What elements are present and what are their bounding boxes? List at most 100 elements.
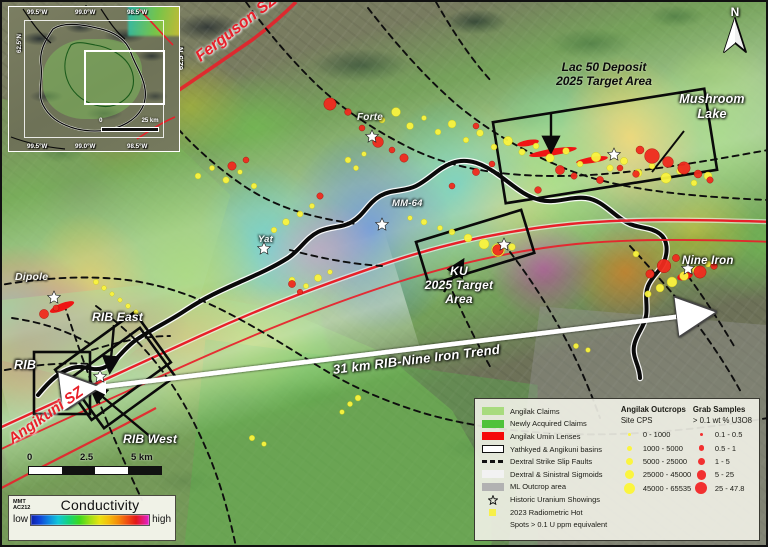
legend-outcrop-class: 45000 - 65535 — [621, 482, 691, 495]
scalebar-segment — [62, 467, 95, 474]
legend-grab-class: 0.5 - 1 — [693, 441, 752, 454]
legend-swatch-basins — [482, 445, 504, 454]
map-legend: Angilak Claims Newly Acquired Claims Ang… — [474, 398, 760, 541]
legend-label: 1000 - 5000 — [642, 443, 683, 453]
legend-swatch-sigmoids — [482, 470, 504, 479]
label-rib-west: RIB West — [123, 432, 178, 446]
legend-label: 0.5 - 1 — [714, 443, 737, 453]
outcrop-dot-icon — [621, 457, 638, 465]
legend-swatch-dextral-faults — [482, 460, 504, 464]
scalebar-label-end: 5 km — [131, 452, 153, 463]
inset-scale-end: 25 km — [141, 117, 159, 124]
inset-coord-bottom-3: 98.5°W — [127, 143, 148, 150]
legend-label: 5 - 25 — [714, 470, 735, 480]
legend-label: 2023 Radiometric Hot — [510, 507, 583, 517]
grab-dot-icon — [693, 433, 710, 437]
label-dipole: Dipole — [15, 271, 49, 283]
legend-grab-class: 1 - 5 — [693, 455, 752, 468]
label-mushroom-lake: Mushroom Lake — [679, 92, 745, 121]
north-arrow-label: N — [730, 5, 740, 19]
inset-conductivity-patch — [128, 7, 179, 36]
legend-item-angilak-claims: Angilak Claims — [482, 405, 615, 418]
inset-coord-left: 62.5°N — [16, 34, 23, 53]
scalebar-segment — [29, 467, 62, 474]
legend-label: Historic Uranium Showings — [510, 494, 601, 504]
label-rib: RIB — [14, 358, 37, 372]
outcrop-dot-icon — [621, 470, 638, 480]
legend-grab-sample-column: Grab Samples > 0.1 wt % U3O8 0.1 - 0.5 0… — [693, 405, 752, 536]
legend-label: Angilak Umin Lenses — [510, 431, 581, 441]
legend-outcrops-subtitle: Site CPS — [620, 416, 653, 425]
legend-outcrop-class: 0 - 1000 — [621, 428, 687, 441]
legend-swatch-newly-acquired — [482, 419, 504, 428]
legend-label: 0.1 - 0.5 — [714, 430, 743, 440]
inset-coord-top-2: 99.0°W — [75, 9, 96, 16]
inset-vector-overlay — [10, 8, 176, 150]
scalebar-segment — [95, 467, 128, 474]
conductivity-legend-title: Conductivity — [60, 497, 140, 513]
scalebar-segment — [128, 467, 161, 474]
legend-item-basins: Yathkyed & Angikuni basins — [482, 443, 615, 456]
inset-overview-map: 0 25 km 99.5°W 99.0°W 98.5°W 99.5°W 99.0… — [8, 6, 180, 152]
inset-detail-extent-box — [83, 50, 166, 105]
legend-swatch-angilak-claims — [482, 407, 504, 416]
scale-bar — [28, 466, 162, 475]
inset-coord-bottom-2: 99.0°W — [75, 143, 96, 150]
legend-label: Angilak Claims — [510, 406, 560, 416]
label-ku-target-area: KU 2025 Target Area — [424, 264, 494, 307]
legend-outcrop-class: 1000 - 5000 — [621, 441, 687, 454]
grab-dot-icon — [693, 457, 710, 466]
outcrop-dot-icon — [621, 445, 638, 451]
legend-label: 1 - 5 — [714, 456, 730, 466]
legend-grab-class: 0.1 - 0.5 — [693, 428, 752, 441]
inset-scale-bar — [100, 127, 159, 133]
legend-outcrop-class: 5000 - 25000 — [621, 455, 687, 468]
conductivity-low-label: low — [13, 514, 29, 526]
conductivity-high-label: high — [152, 514, 171, 526]
star-icon — [482, 495, 504, 506]
legend-item-uranium-showings: Historic Uranium Showings — [482, 493, 615, 506]
inset-coord-top-3: 98.5°W — [127, 9, 148, 16]
legend-outcrops-title: Angilak Outcrops — [620, 405, 686, 414]
inset-graticule-frame — [24, 19, 164, 139]
legend-label: Spots > 0.1 U ppm equivalent — [510, 520, 608, 530]
legend-swatch-radiometric-hot — [489, 508, 496, 516]
conductivity-color-ramp — [30, 513, 151, 526]
legend-label: Dextral & Sinistral Sigmoids — [510, 469, 603, 479]
legend-spacer — [482, 521, 504, 529]
legend-label: Newly Acquired Claims — [510, 419, 587, 429]
legend-label: Dextral Strike Slip Faults — [510, 457, 593, 467]
inset-coord-top-1: 99.5°W — [27, 9, 48, 16]
legend-grab-subtitle: > 0.1 wt % U3O8 — [692, 416, 752, 425]
legend-grab-title: Grab Samples — [692, 405, 746, 414]
legend-label: Yathkyed & Angikuni basins — [510, 444, 603, 454]
legend-label: 0 - 1000 — [642, 430, 671, 440]
legend-symbol-column: Angilak Claims Newly Acquired Claims Ang… — [482, 405, 615, 536]
conductivity-survey-code: MMT AC212 — [13, 499, 31, 512]
inset-coord-bottom-1: 99.5°W — [27, 143, 48, 150]
label-yat: Yat — [258, 234, 274, 245]
legend-swatch-umin-lenses — [482, 432, 504, 441]
grab-dot-icon — [693, 482, 710, 495]
legend-item-radiometric-note: Spots > 0.1 U ppm equivalent — [482, 518, 615, 531]
legend-outcrop-column: Angilak Outcrops Site CPS 0 - 1000 1000 … — [620, 405, 691, 536]
legend-item-ml-outcrop: ML Outcrop area — [482, 481, 615, 494]
north-arrow-icon — [723, 17, 747, 53]
legend-item-dextral-faults: Dextral Strike Slip Faults — [482, 455, 615, 468]
legend-swatch-ml-outcrop — [482, 482, 504, 491]
legend-label: 45000 - 65535 — [642, 483, 692, 493]
grab-dot-icon — [693, 445, 710, 451]
scalebar-label-mid: 2.5 — [80, 452, 94, 463]
label-rib-east: RIB East — [92, 310, 143, 324]
legend-item-radiometric-hot: 2023 Radiometric Hot — [482, 506, 615, 519]
scalebar-label-start: 0 — [27, 452, 33, 463]
legend-label: 25 - 47.8 — [714, 483, 745, 493]
legend-grab-class: 25 - 47.8 — [693, 482, 752, 495]
north-arrow: N — [720, 5, 750, 58]
legend-item-sigmoids: Dextral & Sinistral Sigmoids — [482, 468, 615, 481]
conductivity-legend: MMT AC212 Conductivity low high — [8, 495, 176, 541]
legend-item-umin-lenses: Angilak Umin Lenses — [482, 430, 615, 443]
label-lac50-deposit: Lac 50 Deposit 2025 Target Area — [556, 60, 652, 89]
legend-label: 25000 - 45000 — [642, 470, 692, 480]
